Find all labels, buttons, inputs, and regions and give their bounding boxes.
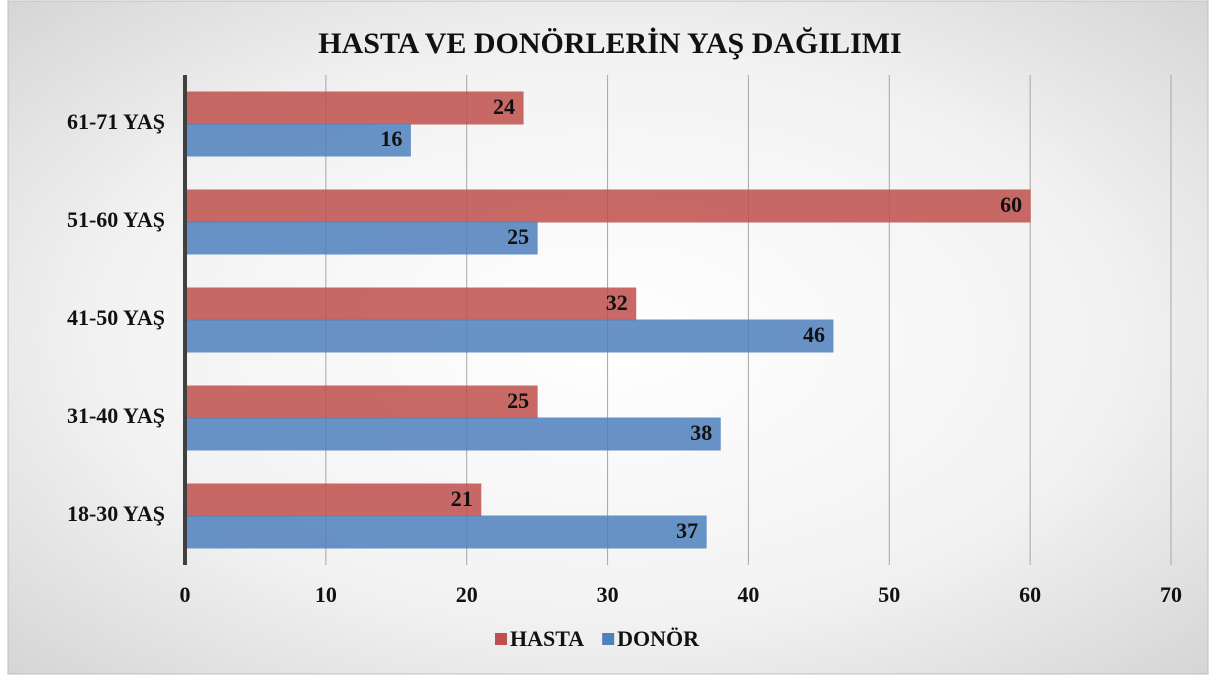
data-label: 21 [451, 486, 473, 511]
x-tick-label: 30 [597, 582, 619, 607]
bar [184, 417, 721, 451]
data-label: 60 [1000, 192, 1022, 217]
legend-label: DONÖR [617, 626, 700, 651]
bar [184, 385, 538, 419]
legend-swatch [602, 633, 615, 645]
data-label: 24 [493, 94, 515, 119]
x-tick-label: 60 [1019, 582, 1041, 607]
data-label: 37 [676, 518, 698, 543]
data-label: 46 [803, 322, 825, 347]
y-tick-label: 41-50 YAŞ [67, 305, 165, 330]
data-label: 25 [507, 388, 529, 413]
x-tick-label: 70 [1160, 582, 1182, 607]
y-tick-label: 31-40 YAŞ [67, 403, 165, 428]
bar [184, 483, 482, 517]
bar [184, 91, 524, 125]
data-label: 38 [690, 420, 712, 445]
data-label: 16 [380, 126, 402, 151]
x-tick-label: 20 [456, 582, 478, 607]
data-label: 25 [507, 224, 529, 249]
bar [184, 319, 834, 353]
x-tick-label: 50 [878, 582, 900, 607]
chart-title: HASTA VE DONÖRLERİN YAŞ DAĞILIMI [318, 27, 901, 60]
legend-swatch [495, 633, 507, 645]
y-tick-label: 51-60 YAŞ [67, 207, 165, 232]
bar [184, 123, 411, 157]
bar [184, 189, 1031, 223]
data-label: 32 [606, 290, 628, 315]
x-tick-label: 0 [180, 582, 191, 607]
x-tick-label: 10 [315, 582, 337, 607]
y-tick-label: 18-30 YAŞ [67, 501, 165, 526]
bar [184, 287, 637, 321]
legend-label: HASTA [510, 626, 584, 651]
x-tick-label: 40 [737, 582, 759, 607]
bar [184, 221, 538, 255]
bar [184, 515, 707, 549]
y-tick-label: 61-71 YAŞ [67, 109, 165, 134]
